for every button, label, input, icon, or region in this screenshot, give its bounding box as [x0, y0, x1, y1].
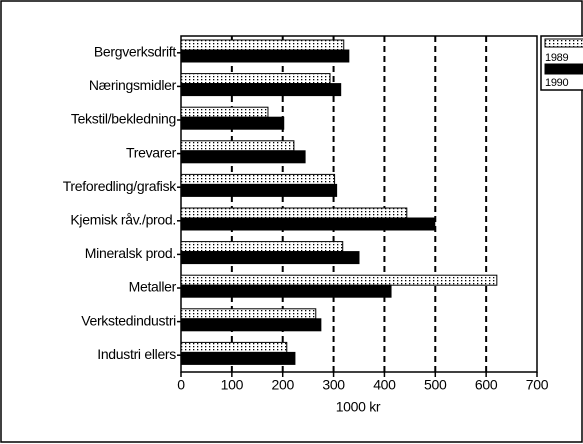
bar	[180, 318, 322, 332]
bar	[180, 140, 295, 152]
bar	[180, 173, 336, 185]
bar	[180, 116, 285, 130]
legend-label: 1989	[545, 52, 568, 64]
legend-swatch	[544, 38, 583, 48]
x-tick-label: 200	[271, 377, 294, 393]
bar	[180, 73, 331, 85]
x-tick-label: 100	[221, 377, 244, 393]
y-tick-label: Treforedling/grafisk	[63, 178, 178, 194]
bar	[180, 217, 436, 231]
x-tick-label: 400	[373, 377, 396, 393]
y-tick-label: Industri ellers	[97, 346, 176, 362]
x-axis-label: 1000 kr	[336, 399, 381, 415]
bar	[180, 284, 392, 298]
bar	[180, 183, 338, 197]
bar	[180, 207, 408, 219]
y-tick-label: Metaller	[129, 279, 177, 295]
x-tick-label: 700	[526, 377, 549, 393]
y-tick-label: Mineralsk prod.	[85, 245, 176, 261]
x-tick-label: 600	[475, 377, 498, 393]
bar	[180, 106, 269, 118]
bar	[180, 39, 345, 51]
bar	[180, 83, 342, 97]
bar	[180, 274, 498, 286]
bar	[180, 341, 288, 353]
bar	[180, 251, 360, 265]
y-tick-label: Tekstil/bekledning	[71, 111, 176, 127]
bar	[180, 150, 306, 164]
y-tick-label: Trevarer	[126, 144, 177, 160]
x-tick-label: 500	[424, 377, 447, 393]
y-tick-label: Bergverksdrift	[94, 44, 177, 60]
y-tick-label: Næringsmidler	[89, 77, 177, 93]
bar	[180, 308, 317, 320]
plot-area	[180, 35, 538, 373]
bar	[180, 49, 350, 63]
y-tick-label: Verkstedindustri	[81, 312, 176, 328]
y-tick-label: Kjemisk råv./prod.	[70, 212, 176, 228]
bar	[180, 351, 296, 365]
legend-swatch	[544, 63, 583, 75]
x-tick-label: 300	[322, 377, 345, 393]
x-tick-label: 0	[177, 377, 185, 393]
legend-label: 1990	[545, 77, 568, 89]
bar	[180, 241, 344, 253]
